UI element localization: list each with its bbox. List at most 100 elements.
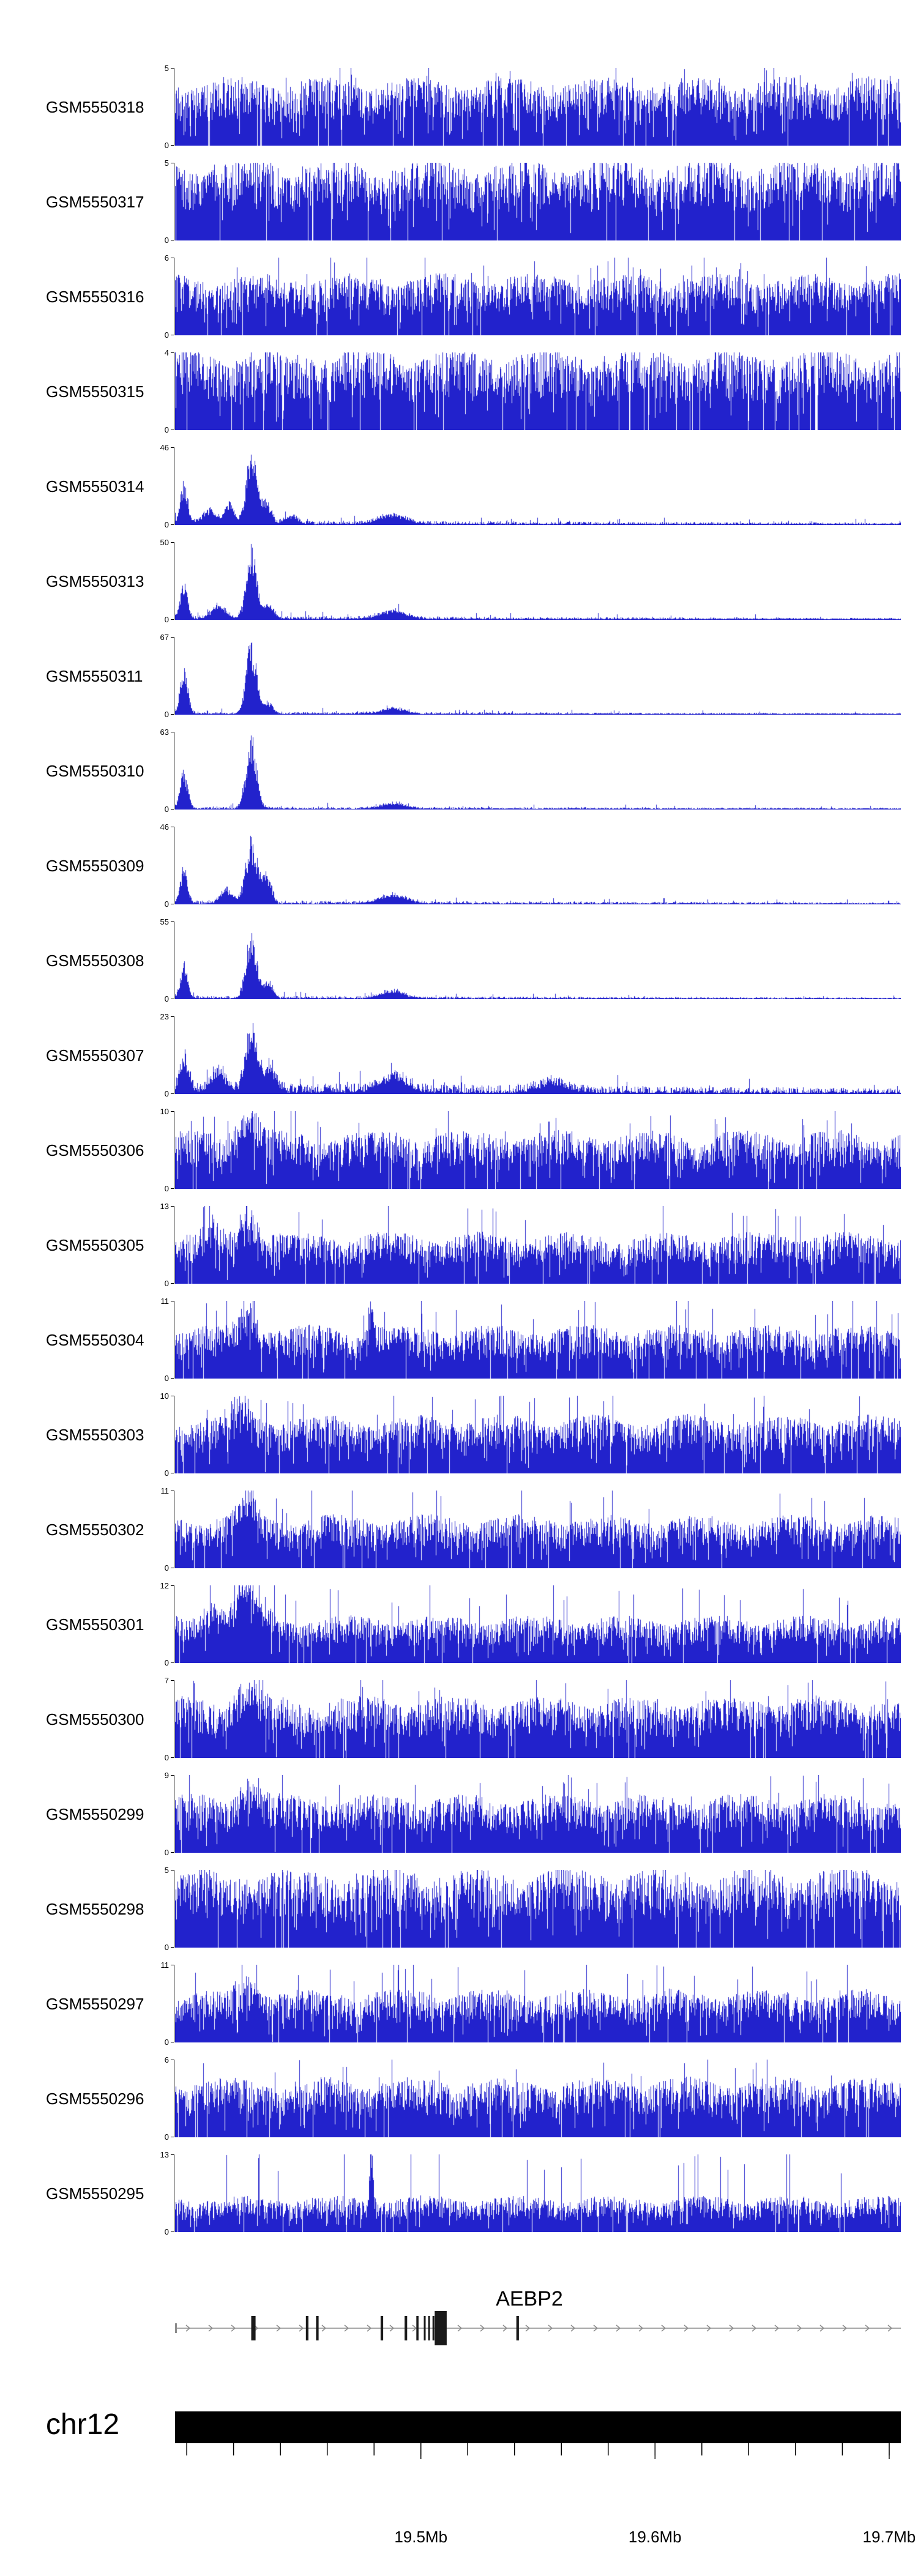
track-yaxis-zero-label: 0 — [164, 1374, 169, 1383]
gene-exon — [516, 2316, 519, 2340]
track-name-label: GSM5550315 — [46, 382, 144, 401]
track-signal-plot — [175, 1491, 901, 1568]
track-yaxis-tick — [171, 637, 174, 638]
track-yaxis-tick — [171, 809, 174, 810]
track-yaxis-max-label: 9 — [164, 1771, 169, 1780]
gene-exon — [316, 2316, 319, 2340]
strand-arrow-icon — [321, 2325, 327, 2332]
track-yaxis-zero-label: 0 — [164, 2227, 169, 2236]
track-name-label: GSM5550298 — [46, 1899, 144, 1918]
track-signal-plot — [175, 258, 901, 335]
strand-arrow-icon — [525, 2325, 531, 2332]
track-signal-plot — [175, 1775, 901, 1853]
track-yaxis-tick — [171, 1585, 174, 1586]
track-signal-plot — [175, 163, 901, 240]
strand-arrow-icon — [412, 2325, 417, 2332]
track-yaxis-zero-label: 0 — [164, 1943, 169, 1952]
track-signal-plot — [175, 2060, 901, 2137]
gene-exon — [305, 2316, 308, 2340]
track-row-GSM5550304: GSM5550304 11 0 — [0, 1297, 918, 1383]
track-signal-plot — [175, 827, 901, 904]
track-yaxis-zero-label: 0 — [164, 994, 169, 1003]
gene-exon — [251, 2316, 256, 2340]
track-yaxis-tick — [171, 1947, 174, 1948]
strand-arrow-icon — [638, 2325, 644, 2332]
track-yaxis-max-label: 6 — [164, 2055, 169, 2064]
gene-exon — [380, 2316, 384, 2340]
track-row-GSM5550314: GSM5550314 46 0 — [0, 443, 918, 529]
ruler-coordinate-label: 19.7Mb — [863, 2528, 916, 2546]
track-yaxis-max-label: 5 — [164, 64, 169, 73]
strand-arrow-icon — [661, 2325, 666, 2332]
track-yaxis-zero-label: 0 — [164, 2038, 169, 2047]
track-name-label: GSM5550313 — [46, 571, 144, 590]
track-yaxis-tick — [171, 447, 174, 448]
track-yaxis-tick — [171, 352, 174, 353]
genomic-coordinate-ruler: 19.5Mb 19.6Mb 19.7Mb — [186, 2443, 916, 2546]
track-name-label: GSM5550296 — [46, 2089, 144, 2108]
track-yaxis-zero-label: 0 — [164, 1089, 169, 1098]
track-yaxis-max-label: 10 — [160, 1391, 169, 1401]
strand-arrow-icon — [480, 2325, 485, 2332]
track-yaxis-max-label: 7 — [164, 1676, 169, 1685]
track-name-label: GSM5550300 — [46, 1710, 144, 1729]
track-yaxis-tick — [171, 1870, 174, 1871]
track-signal-plot — [175, 447, 901, 525]
track-yaxis-max-label: 13 — [160, 2150, 169, 2159]
track-yaxis-zero-label: 0 — [164, 1469, 169, 1478]
track-yaxis-max-label: 11 — [160, 1297, 170, 1306]
track-row-GSM5550316: GSM5550316 6 0 — [0, 254, 918, 339]
track-row-GSM5550317: GSM5550317 5 0 — [0, 159, 918, 244]
track-yaxis-tick — [171, 2154, 174, 2155]
gene-exon — [405, 2316, 408, 2340]
track-yaxis-tick — [171, 68, 174, 69]
track-signal-plot — [175, 1301, 901, 1379]
track-signal-plot — [175, 1111, 901, 1189]
track-yaxis-zero-label: 0 — [164, 141, 169, 150]
track-yaxis-max-label: 13 — [160, 1202, 169, 1211]
track-signal-plot — [175, 1206, 901, 1284]
track-yaxis-max-label: 11 — [160, 1486, 170, 1495]
track-signal-plot — [175, 542, 901, 620]
track-yaxis-max-label: 5 — [164, 1866, 169, 1875]
track-yaxis-tick — [171, 714, 174, 715]
chromosome-label: chr12 — [46, 2408, 120, 2441]
track-yaxis-max-label: 46 — [160, 443, 169, 452]
track-yaxis-tick — [171, 1016, 174, 1017]
track-name-label: GSM5550306 — [46, 1141, 144, 1160]
track-name-label: GSM5550314 — [46, 477, 144, 496]
track-yaxis-max-label: 23 — [160, 1012, 169, 1021]
track-row-GSM5550315: GSM5550315 4 0 — [0, 348, 918, 434]
track-row-GSM5550313: GSM5550313 50 0 — [0, 538, 918, 624]
track-name-label: GSM5550316 — [46, 287, 144, 306]
strand-arrow-icon — [865, 2325, 870, 2332]
strand-arrow-icon — [819, 2325, 825, 2332]
track-yaxis-tick — [171, 1378, 174, 1379]
track-yaxis-zero-label: 0 — [164, 899, 169, 909]
strand-arrow-icon — [842, 2325, 848, 2332]
track-name-label: GSM5550304 — [46, 1330, 144, 1349]
track-yaxis-max-label: 50 — [160, 538, 169, 547]
strand-arrow-icon — [231, 2325, 236, 2332]
track-yaxis-tick — [171, 542, 174, 543]
track-yaxis-tick — [171, 1852, 174, 1853]
strand-arrow-icon — [276, 2325, 282, 2332]
track-yaxis-max-label: 5 — [164, 158, 169, 168]
track-yaxis-zero-label: 0 — [164, 1563, 169, 1573]
track-yaxis-max-label: 11 — [160, 1960, 170, 1970]
track-yaxis-max-label: 4 — [164, 348, 169, 357]
track-yaxis-max-label: 63 — [160, 728, 169, 737]
track-yaxis-zero-label: 0 — [164, 615, 169, 624]
track-yaxis-zero-label: 0 — [164, 330, 169, 340]
track-name-label: GSM5550295 — [46, 2184, 144, 2203]
track-row-GSM5550300: GSM5550300 7 0 — [0, 1676, 918, 1762]
track-row-GSM5550299: GSM5550299 9 0 — [0, 1771, 918, 1856]
track-yaxis-max-label: 55 — [160, 917, 169, 926]
strand-arrow-icon — [299, 2325, 304, 2332]
strand-arrow-icon — [367, 2325, 372, 2332]
chromosome-ideogram-bar — [175, 2411, 901, 2443]
track-row-GSM5550295: GSM5550295 13 0 — [0, 2150, 918, 2236]
gene-start-marker — [175, 2323, 177, 2333]
strand-arrow-icon — [208, 2325, 214, 2332]
track-signal-plot — [175, 1585, 901, 1663]
